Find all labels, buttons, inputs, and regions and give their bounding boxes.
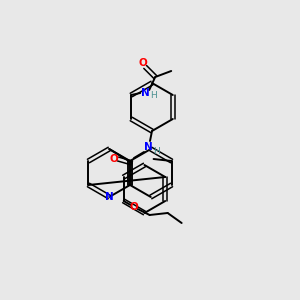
Text: N: N	[105, 192, 114, 202]
Text: H: H	[150, 92, 157, 100]
Text: O: O	[129, 202, 138, 212]
Text: N: N	[141, 88, 150, 98]
Text: O: O	[139, 58, 148, 68]
Text: O: O	[110, 154, 118, 164]
Text: H: H	[154, 146, 160, 155]
Text: N: N	[144, 142, 152, 152]
